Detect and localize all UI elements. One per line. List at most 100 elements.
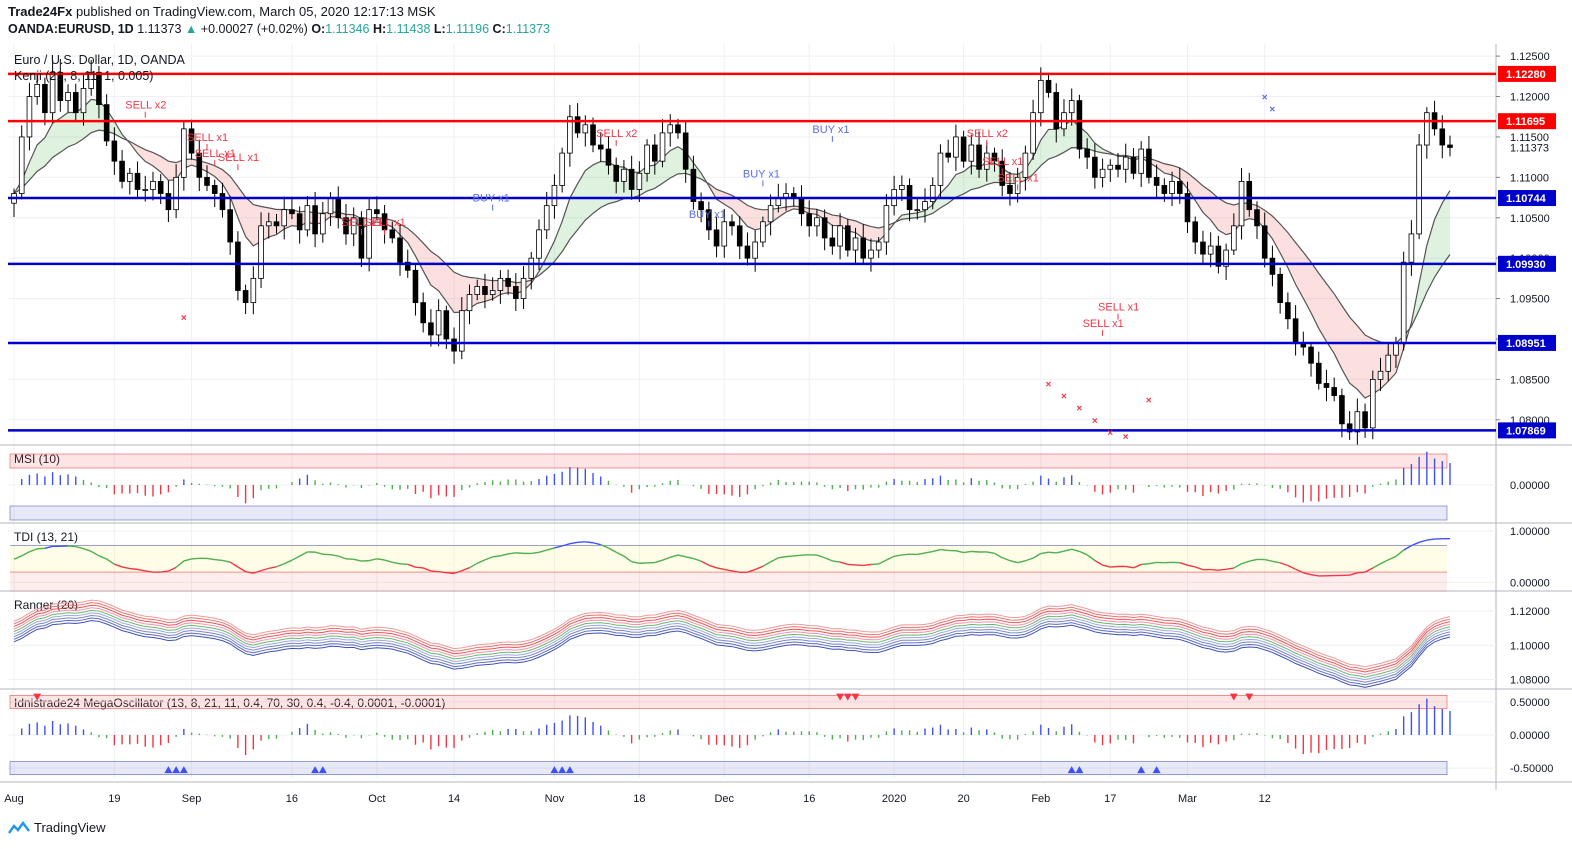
tdi-line: [192, 558, 200, 559]
sell-signal-label: SELL x1: [998, 172, 1039, 184]
buy-signal-label: BUY x1: [689, 209, 726, 221]
candle-body: [1255, 210, 1260, 226]
candle-body: [760, 222, 765, 242]
candle-body: [521, 278, 526, 298]
time-tick-label: 2020: [882, 793, 906, 805]
tdi-line: [794, 555, 802, 556]
candle-body: [421, 303, 426, 323]
cloud-segment: [53, 118, 61, 157]
candle-body: [822, 218, 827, 238]
candle-body: [81, 88, 86, 112]
axis-tick-label: 1.12500: [1510, 51, 1550, 63]
cloud-segment: [871, 227, 879, 242]
cloud-segment: [585, 165, 593, 220]
candle: [1324, 370, 1329, 401]
cloud-segment: [562, 198, 570, 251]
candle: [320, 202, 325, 243]
sell-signal-label: SELL x1: [187, 132, 228, 144]
candle-body: [1177, 181, 1182, 193]
candle: [1154, 165, 1159, 199]
time-tick-label: Oct: [368, 793, 385, 805]
candle: [537, 219, 542, 270]
pane-1: MSI (10)0.00000: [8, 452, 1550, 520]
price-axis[interactable]: 1.125001.120001.115001.110001.105001.100…: [1496, 51, 1556, 438]
tdi-line: [431, 571, 439, 572]
candle-body: [815, 218, 820, 226]
candle: [66, 84, 71, 112]
candle-body: [1139, 149, 1144, 173]
candle-body: [436, 311, 441, 335]
candle-body: [1193, 222, 1198, 242]
candle: [1278, 268, 1283, 314]
candle-body: [1031, 113, 1036, 153]
candle: [753, 230, 758, 272]
candle-body: [1316, 363, 1321, 383]
tdi-line: [68, 546, 76, 547]
candle: [1239, 168, 1244, 239]
tdi-line: [593, 543, 601, 545]
cloud-segment: [1218, 198, 1226, 234]
candle-body: [459, 311, 464, 351]
level-price-label: 1.09930: [1506, 259, 1546, 271]
candle-body: [181, 129, 186, 177]
candle-body: [598, 145, 603, 149]
time-axis[interactable]: Aug 19 Sep 16 Oct 14 Nov 18 Dec 16 2020 20 Feb 17 Mar 1…: [4, 793, 1271, 805]
tdi-line: [37, 548, 45, 549]
candle-body: [830, 238, 835, 246]
candle: [1316, 352, 1321, 390]
cloud-segment: [593, 161, 601, 213]
candle-body: [1208, 246, 1213, 254]
sell-signal-label: SELL x1: [365, 217, 406, 229]
candle-body: [235, 242, 240, 290]
candle-body: [923, 202, 928, 210]
candle: [567, 105, 572, 167]
time-tick-label: 14: [448, 793, 460, 805]
signal-cross: ×: [1092, 416, 1098, 427]
candle-body: [961, 137, 966, 161]
candle: [151, 172, 156, 201]
signal-cross: ×: [1046, 379, 1052, 390]
candle-body: [483, 286, 488, 294]
trade-signals: SELL x2SELL x1SELL x1SELL x1SELL x1SELL …: [125, 93, 1275, 443]
tdi-line: [1211, 570, 1219, 571]
tdi-line: [215, 560, 223, 561]
candle: [1448, 136, 1453, 157]
candle-body: [645, 145, 650, 173]
candle-body: [1154, 177, 1159, 185]
candle-body: [1370, 379, 1375, 427]
candle-body: [413, 270, 418, 302]
tdi-line: [1427, 539, 1435, 540]
candle-body: [1131, 157, 1136, 173]
candle-body: [1262, 226, 1267, 258]
candle: [1401, 252, 1406, 351]
tdi-line: [585, 542, 593, 543]
sell-signal-label: SELL x1: [218, 152, 259, 164]
tradingview-brand: TradingView: [34, 820, 106, 835]
candle: [313, 192, 318, 247]
cloud-segment: [601, 161, 609, 207]
candle-body: [575, 117, 580, 133]
candle-body: [1123, 157, 1128, 169]
candle: [953, 125, 958, 171]
axis-tick-label: 1.09500: [1510, 294, 1550, 306]
tdi-line: [1049, 552, 1057, 553]
candle-body: [1092, 157, 1097, 177]
candle-body: [498, 278, 503, 290]
tdi-line: [902, 554, 910, 555]
candle-body: [336, 198, 341, 218]
candle: [1432, 101, 1437, 136]
candle-body: [1069, 101, 1074, 113]
axis-tick-label: 1.12000: [1510, 92, 1550, 104]
msi-upper-band: [10, 454, 1447, 468]
candle: [251, 266, 256, 314]
signal-cross: ×: [1123, 432, 1129, 443]
cloud-segment: [415, 235, 423, 271]
pane-axis-label: 1.00000: [1510, 526, 1550, 538]
candle-body: [899, 185, 904, 189]
cloud-segment: [832, 215, 840, 226]
candle: [452, 327, 457, 363]
signal-cross: ×: [1076, 404, 1082, 415]
pane-4: Idnistrade24 MegaOscillator (13, 8, 21, …: [8, 694, 1553, 775]
tradingview-logo[interactable]: TradingView: [8, 820, 106, 835]
